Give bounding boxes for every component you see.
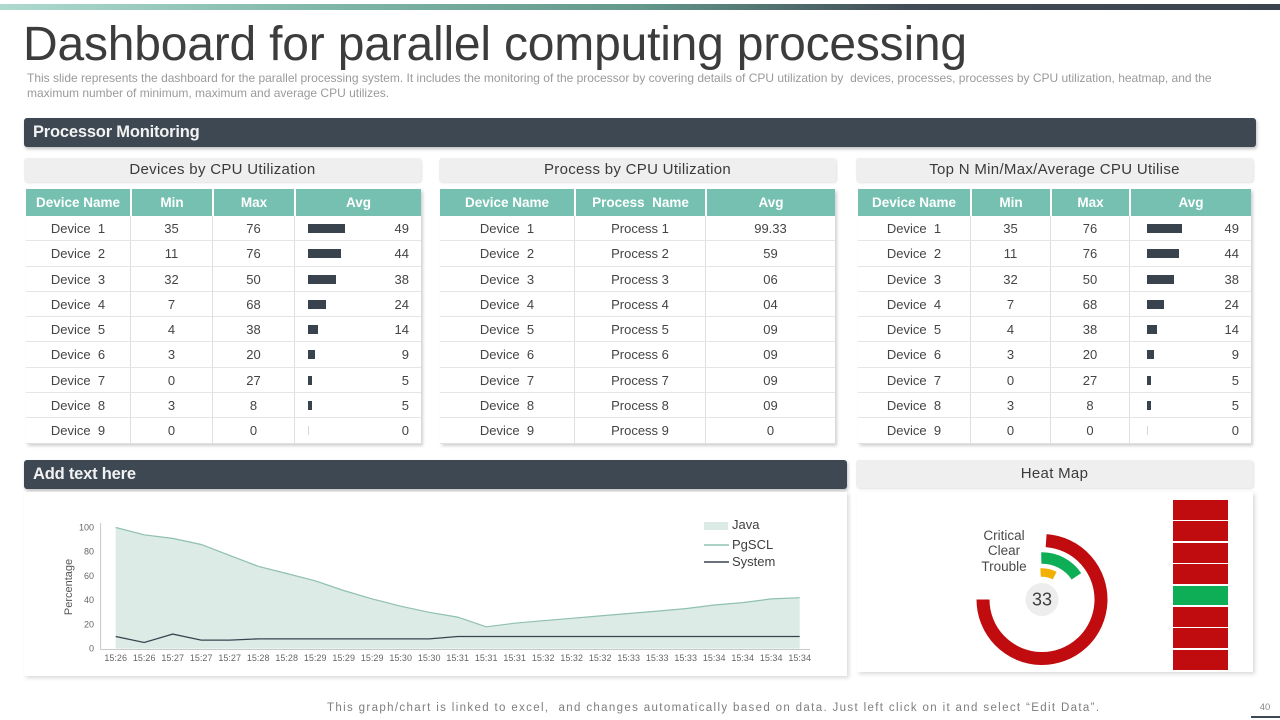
- svg-text:15:31: 15:31: [475, 653, 498, 663]
- svg-text:15:27: 15:27: [190, 653, 213, 663]
- svg-text:15:34: 15:34: [703, 653, 726, 663]
- svg-text:15:33: 15:33: [646, 653, 669, 663]
- svg-text:15:26: 15:26: [133, 653, 156, 663]
- svg-text:15:33: 15:33: [617, 653, 640, 663]
- svg-text:15:30: 15:30: [389, 653, 412, 663]
- svg-text:15:31: 15:31: [446, 653, 469, 663]
- svg-text:Java: Java: [732, 517, 760, 532]
- svg-text:15:32: 15:32: [532, 653, 555, 663]
- svg-text:15:32: 15:32: [589, 653, 612, 663]
- svg-text:15:34: 15:34: [788, 653, 811, 663]
- svg-text:80: 80: [84, 547, 94, 557]
- svg-text:33: 33: [1032, 590, 1052, 610]
- svg-text:15:28: 15:28: [247, 653, 270, 663]
- svg-text:15:28: 15:28: [275, 653, 298, 663]
- svg-text:100: 100: [79, 523, 94, 533]
- svg-text:15:29: 15:29: [361, 653, 384, 663]
- svg-text:15:27: 15:27: [218, 653, 241, 663]
- svg-text:40: 40: [84, 595, 94, 605]
- svg-text:15:32: 15:32: [560, 653, 583, 663]
- svg-text:15:31: 15:31: [503, 653, 526, 663]
- svg-text:15:27: 15:27: [161, 653, 184, 663]
- svg-text:15:30: 15:30: [418, 653, 441, 663]
- svg-text:Percentage: Percentage: [63, 559, 75, 615]
- svg-text:0: 0: [89, 644, 94, 654]
- svg-text:15:29: 15:29: [332, 653, 355, 663]
- svg-text:15:33: 15:33: [674, 653, 697, 663]
- svg-text:60: 60: [84, 571, 94, 581]
- svg-text:System: System: [732, 554, 775, 569]
- svg-text:PgSCL: PgSCL: [732, 537, 773, 552]
- svg-text:15:34: 15:34: [731, 653, 754, 663]
- svg-text:15:26: 15:26: [104, 653, 127, 663]
- svg-text:15:34: 15:34: [760, 653, 783, 663]
- svg-text:15:29: 15:29: [304, 653, 327, 663]
- svg-text:20: 20: [84, 619, 94, 629]
